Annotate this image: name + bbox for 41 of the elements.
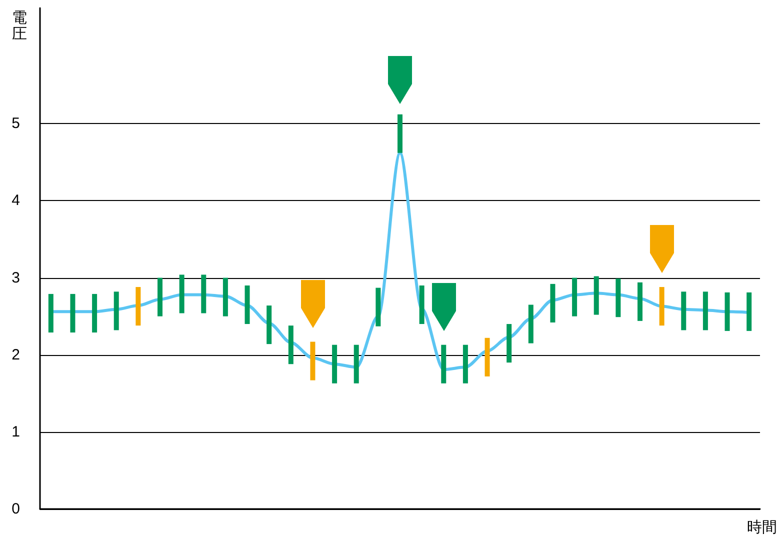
bar xyxy=(594,276,599,315)
bar xyxy=(506,324,512,363)
bar xyxy=(419,285,424,324)
bar xyxy=(616,278,621,318)
bar xyxy=(484,338,490,376)
bar xyxy=(354,344,359,384)
bar xyxy=(48,294,54,332)
y-tick-label: 5 xyxy=(12,115,20,132)
y-axis-title: 電圧 xyxy=(12,10,27,42)
bar xyxy=(441,344,446,384)
bar xyxy=(266,306,272,344)
bar xyxy=(462,344,468,384)
bar xyxy=(70,294,76,332)
x-axis-title: 時間 xyxy=(747,519,777,536)
y-tick-label: 3 xyxy=(12,269,20,286)
bar xyxy=(572,278,578,316)
bar xyxy=(681,292,686,330)
bar xyxy=(92,294,98,332)
bar xyxy=(638,282,642,321)
bar xyxy=(136,287,141,326)
bar xyxy=(222,278,228,316)
bar xyxy=(659,287,664,326)
bar xyxy=(244,285,250,324)
bar xyxy=(179,274,184,314)
y-tick-label: 0 xyxy=(12,500,20,518)
bar xyxy=(376,288,381,326)
bar xyxy=(550,284,556,322)
bar xyxy=(528,304,534,344)
y-tick-label: 2 xyxy=(12,346,20,364)
y-tick-label: 1 xyxy=(12,423,20,440)
bar xyxy=(201,274,206,314)
bar xyxy=(398,114,402,153)
bar xyxy=(332,344,338,384)
bar xyxy=(288,326,294,364)
bar xyxy=(310,342,316,380)
bar xyxy=(158,278,162,316)
bar xyxy=(114,292,119,330)
bar xyxy=(746,292,752,331)
y-tick-label: 4 xyxy=(12,192,20,210)
bar xyxy=(724,292,730,331)
bar xyxy=(702,292,708,330)
